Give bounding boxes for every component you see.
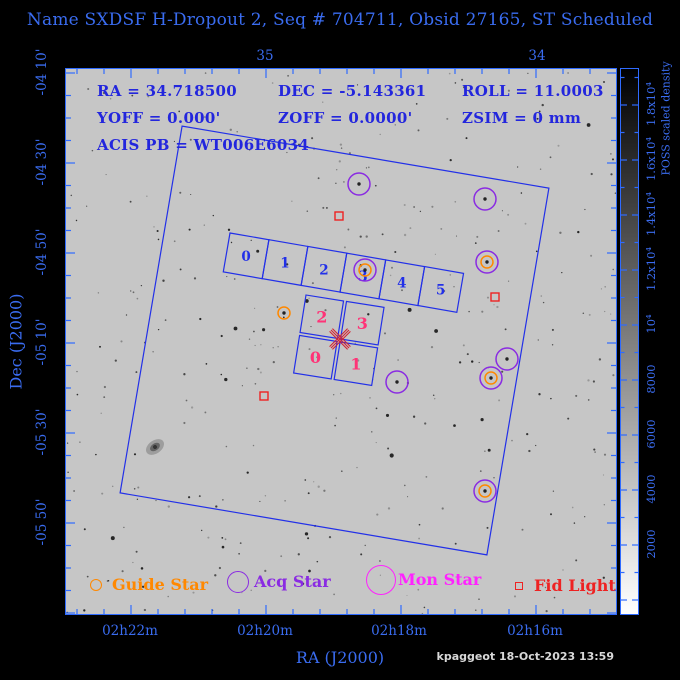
pointing-info-text: ROLL = 11.0003 bbox=[462, 82, 604, 100]
guide-acq-star-marker bbox=[473, 479, 497, 503]
guide-star-legend-label: Guide Star bbox=[112, 575, 209, 595]
tick-label: -04 10' bbox=[34, 48, 50, 96]
page-title: Name SXDSF H-Dropout 2, Seq # 704711, Ob… bbox=[26, 10, 654, 30]
tick-label: 1.6x10⁴ bbox=[644, 136, 658, 182]
tick-label: 4000 bbox=[644, 474, 658, 504]
tick-label: -05 30' bbox=[34, 408, 50, 456]
fid-star-marker bbox=[334, 211, 344, 221]
tick-label: -04 50' bbox=[34, 228, 50, 276]
acis-s-chip-label: 0 bbox=[241, 249, 250, 265]
tick-label: 10⁴ bbox=[644, 314, 658, 334]
axis-ticks bbox=[66, 69, 616, 614]
guide-acq-star-marker bbox=[353, 258, 377, 282]
pointing-info-text: DEC = -5.143361 bbox=[278, 82, 427, 100]
guide-acq-star-marker bbox=[475, 250, 499, 274]
guide-star-marker bbox=[277, 306, 291, 320]
sky-image-plot: 0 1 2 3 4 5 2 3 0 1 RA = 34.718500 DEC = -5.143361… bbox=[65, 68, 617, 615]
tick-label: 1.4x10⁴ bbox=[644, 191, 658, 237]
acq-star-marker bbox=[385, 370, 409, 394]
galaxy-smudge bbox=[145, 439, 165, 455]
acq-star-marker bbox=[473, 187, 497, 211]
tick-label: 35 bbox=[256, 48, 274, 64]
tick-label: 02h18m bbox=[371, 623, 427, 639]
fid-star-marker bbox=[490, 292, 500, 302]
acis-i-array bbox=[292, 294, 385, 387]
tick-label: 2000 bbox=[644, 529, 658, 559]
tick-label: -05 50' bbox=[34, 498, 50, 546]
mon-star-legend-label: Mon Star bbox=[398, 570, 482, 590]
tick-label: 8000 bbox=[644, 364, 658, 394]
acq-star-legend-label: Acq Star bbox=[254, 572, 331, 592]
acis-i-chip-label: 3 bbox=[357, 314, 368, 333]
tick-label: 02h16m bbox=[507, 623, 563, 639]
colorbar-ticks bbox=[621, 76, 638, 601]
aim-point-marker bbox=[329, 328, 351, 350]
dec-axis-title: Dec (J2000) bbox=[6, 293, 26, 390]
colorbar-title: POSS scaled density bbox=[659, 61, 673, 176]
fid-star-legend-label: Fid Light bbox=[534, 576, 616, 596]
tick-label: 1.8x10⁴ bbox=[644, 81, 658, 127]
pointing-info-text: RA = 34.718500 bbox=[97, 82, 238, 100]
acis-s-array bbox=[222, 232, 465, 313]
pointing-info-text: ZSIM = 0 mm bbox=[462, 109, 582, 127]
acq-star-marker bbox=[495, 347, 519, 371]
pointing-info-text: ZOFF = 0.0000' bbox=[278, 109, 413, 127]
acis-s-chip-label: 3 bbox=[358, 269, 367, 285]
density-colorbar bbox=[620, 68, 639, 615]
tick-label: 1.2x10⁴ bbox=[644, 246, 658, 292]
tick-label: 02h20m bbox=[237, 623, 293, 639]
user-timestamp: kpaggeot 18-Oct-2023 13:59 bbox=[436, 650, 615, 663]
acis-i-chip-label: 0 bbox=[310, 348, 321, 367]
acq-star-legend-icon bbox=[227, 571, 249, 593]
tick-label: -04 30' bbox=[34, 138, 50, 186]
acis-i-chip-label: 2 bbox=[316, 308, 327, 327]
fid-star-marker bbox=[259, 391, 269, 401]
acis-s-chip-label: 4 bbox=[397, 276, 406, 292]
acq-star-marker bbox=[347, 172, 371, 196]
ra-axis-title: RA (J2000) bbox=[295, 648, 385, 667]
acis-s-chip-label: 1 bbox=[280, 256, 289, 272]
pointing-info-text: ACIS PB = WT006E6034 bbox=[97, 136, 310, 154]
tick-label: 6000 bbox=[644, 419, 658, 449]
fov-outline bbox=[119, 125, 550, 556]
star-field bbox=[66, 72, 616, 614]
acis-s-chip-label: 2 bbox=[319, 262, 328, 278]
guide-acq-star-marker bbox=[479, 366, 503, 390]
pointing-info-text: YOFF = 0.000' bbox=[97, 109, 221, 127]
fid-star-legend-icon bbox=[515, 582, 523, 590]
tick-label: 02h22m bbox=[102, 623, 158, 639]
mon-star-legend-icon bbox=[366, 565, 396, 595]
sky-field-canvas: 0 1 2 3 4 5 2 3 0 1 bbox=[66, 69, 616, 614]
tick-label: -05 10' bbox=[34, 318, 50, 366]
tick-label: 34 bbox=[528, 48, 546, 64]
acis-i-chip-label: 1 bbox=[350, 355, 361, 374]
acis-s-chip-label: 5 bbox=[436, 282, 445, 298]
guide-star-legend-icon bbox=[90, 579, 102, 591]
